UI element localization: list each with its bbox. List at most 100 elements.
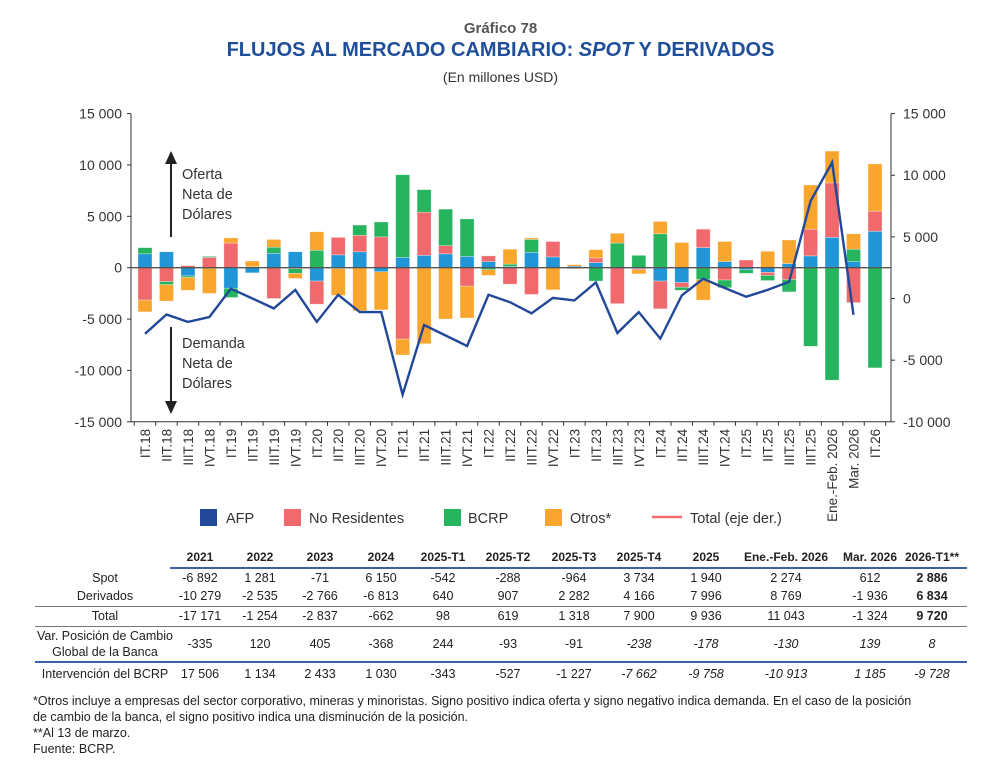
table-cell: 98	[436, 609, 450, 623]
table-column-header: 2023	[306, 550, 334, 564]
bar-bcrp	[438, 208, 453, 246]
x-tick-label: IIIT.19	[267, 429, 282, 466]
right-tick-label: 15 000	[903, 106, 946, 122]
table-column-header: 2025-T2	[485, 550, 531, 564]
legend-swatch	[545, 509, 562, 526]
bar-no-residentes	[137, 267, 153, 301]
bar-no-residentes	[803, 228, 818, 257]
annotation-oferta: Oferta	[182, 167, 223, 183]
bar-bcrp	[159, 281, 174, 285]
bar-no-residentes	[545, 241, 561, 258]
bar-afp	[266, 253, 282, 269]
bar-otros	[867, 163, 883, 212]
arrow-down-head-icon	[165, 401, 177, 414]
table-cell: -17 171	[178, 609, 222, 623]
total-line	[144, 158, 855, 400]
table-cell: 2 433	[304, 667, 336, 681]
bar-bcrp	[867, 267, 883, 369]
table-cell: 3 734	[623, 571, 655, 585]
bar-afp	[803, 255, 818, 268]
table-cell: 640	[432, 589, 454, 603]
table-cell: -93	[498, 637, 518, 651]
x-tick-label: IIIT.20	[353, 429, 368, 466]
bar-afp	[652, 267, 668, 282]
right-tick-label: 0	[903, 291, 911, 307]
bar-otros	[567, 264, 582, 267]
bar-no-residentes	[395, 267, 410, 340]
bar-otros	[846, 233, 861, 250]
table-cell: 907	[497, 589, 519, 603]
bar-otros	[159, 284, 174, 302]
table-column-header: 2025	[692, 550, 720, 564]
x-tick-label: IIT.23	[589, 429, 604, 462]
table-cell: -2 766	[302, 589, 338, 603]
bar-no-residentes	[695, 228, 711, 248]
bar-afp	[674, 267, 690, 283]
chart-subtitle: (En millones USD)	[442, 69, 559, 85]
table-column-header: Mar. 2026	[842, 550, 898, 564]
table-column-header: Ene.-Feb. 2026	[743, 550, 829, 564]
bar-no-residentes	[717, 267, 733, 281]
table-column-header: 2026-T1**	[904, 550, 960, 564]
left-tick-label: -15 000	[75, 414, 123, 430]
x-tick-label: IT.19	[224, 429, 239, 458]
bar-otros	[202, 267, 217, 294]
x-tick-label: IT.23	[567, 429, 582, 458]
table-cell: -2 535	[242, 589, 278, 603]
table-cell: 612	[859, 571, 881, 585]
bar-otros	[373, 271, 389, 311]
table-cell: -71	[310, 571, 330, 585]
table-cell: -964	[561, 571, 587, 585]
x-tick-label: IVT.18	[202, 429, 217, 467]
table-column-header: 2021	[186, 550, 214, 564]
table-cell: -1 936	[852, 589, 888, 603]
x-tick-label: IIT.24	[675, 428, 690, 462]
bar-no-residentes	[738, 259, 754, 268]
table-cell: -2 837	[302, 609, 338, 623]
footnote-banca: de cambio de la banca, el signo positivo…	[33, 710, 468, 724]
table-cell: -91	[564, 637, 584, 651]
bar-otros	[352, 267, 368, 312]
bar-bcrp	[652, 233, 668, 269]
table-cell: -1 254	[242, 609, 278, 623]
x-tick-label: IT.25	[739, 429, 754, 458]
bar-otros	[245, 260, 260, 267]
table-cell: 11 043	[767, 609, 805, 623]
bar-otros	[330, 268, 346, 296]
bar-bcrp	[459, 218, 475, 257]
right-tick-label: -5 000	[903, 352, 943, 368]
table-cell: 2 274	[770, 571, 802, 585]
bar-bcrp	[674, 286, 690, 291]
table-cell: 6 834	[916, 589, 948, 603]
annotation-demanda: Neta de	[182, 356, 233, 372]
bar-otros	[588, 249, 604, 259]
table-cell: -130	[773, 637, 799, 651]
bar-no-residentes	[459, 267, 475, 287]
bar-afp	[459, 256, 475, 268]
table-cell: 8	[928, 637, 936, 651]
bar-afp	[416, 255, 432, 268]
bar-bcrp	[266, 246, 282, 254]
bar-afp	[588, 262, 604, 268]
left-tick-label: 0	[114, 260, 122, 276]
table-column-header: 2022	[246, 550, 274, 564]
bar-no-residentes	[610, 267, 625, 304]
table-cell: 4 166	[623, 589, 655, 603]
table-divider	[170, 567, 967, 569]
table-cell: 1 185	[854, 667, 886, 681]
bar-afp	[481, 261, 496, 269]
bar-afp	[867, 230, 883, 268]
table-cell: 1 318	[558, 609, 590, 623]
bar-afp	[824, 237, 840, 268]
table-cell: 9 936	[690, 609, 722, 623]
bar-no-residentes	[502, 267, 518, 285]
table-cell: -1 227	[556, 667, 592, 681]
table-cell: -10 913	[764, 667, 808, 681]
left-tick-label: -5 000	[82, 311, 122, 327]
right-tick-label: 10 000	[903, 167, 946, 183]
table-row-label: Var. Posición de Cambio	[37, 629, 173, 643]
table-cell: 6 150	[365, 571, 397, 585]
table-cell: 7 996	[690, 589, 722, 603]
bar-no-residentes	[867, 210, 883, 232]
x-tick-label: IVT.24	[718, 428, 733, 467]
